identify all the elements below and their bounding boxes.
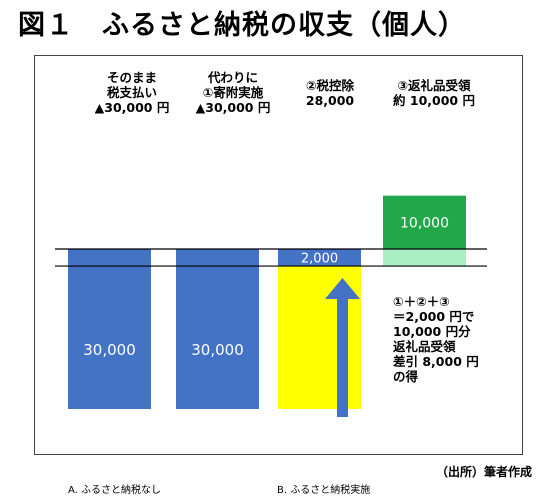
label-tax-paid-line-3: ▲30,000 円 bbox=[94, 100, 170, 115]
summary-note-line-6: の得 bbox=[393, 369, 419, 384]
label-gift: ③返礼品受領 約 10,000 円 bbox=[379, 78, 489, 108]
label-donation-line-2: ①寄附実施 bbox=[202, 85, 264, 100]
label-gift-line-2: 約 10,000 円 bbox=[393, 93, 475, 108]
bar-b-value-label: 30,000 bbox=[191, 341, 244, 359]
summary-note-line-3: 10,000 円分 bbox=[393, 324, 471, 339]
label-deduction-line-1: ②税控除 bbox=[305, 78, 355, 93]
summary-note-line-1: ①＋②＋③ bbox=[393, 294, 450, 309]
summary-note-line-4: 返礼品受領 bbox=[393, 339, 456, 354]
bar-a-tax bbox=[68, 249, 151, 409]
arrow-head bbox=[325, 278, 360, 299]
chart-svg: 30,000 30,000 2,000 10,000 bbox=[55, 195, 487, 417]
label-donation-line-3: ▲30,000 円 bbox=[195, 100, 271, 115]
bar-a-value-label: 30,000 bbox=[83, 341, 136, 359]
label-deduction: ②税控除 28,000 bbox=[275, 78, 385, 108]
page-title: 図１ ふるさと納税の収支（個人） bbox=[18, 10, 466, 41]
label-gift-line-1: ③返礼品受領 bbox=[397, 78, 471, 93]
label-donation: 代わりに ①寄附実施 ▲30,000 円 bbox=[178, 70, 288, 115]
bar-gift-value-label: 10,000 bbox=[400, 215, 449, 231]
label-deduction-line-2: 28,000 bbox=[305, 93, 355, 108]
bar-net-value-label: 2,000 bbox=[301, 252, 338, 267]
category-label-b: B. ふるさと納税実施 bbox=[277, 485, 371, 496]
category-label-a: A. ふるさと納税なし bbox=[68, 485, 162, 496]
summary-note-line-2: ＝2,000 円で bbox=[393, 309, 475, 324]
bar-b-donation bbox=[176, 249, 259, 409]
summary-note-line-5: 差引 8,000 円 bbox=[393, 354, 479, 369]
summary-note: ①＋②＋③ ＝2,000 円で 10,000 円分 返礼品受領 差引 8,000… bbox=[393, 294, 479, 384]
label-donation-line-1: 代わりに bbox=[207, 70, 258, 85]
arrow-shaft bbox=[337, 299, 348, 417]
label-tax-paid: そのまま 税支払い ▲30,000 円 bbox=[77, 70, 187, 115]
chart-panel: そのまま 税支払い ▲30,000 円 代わりに ①寄附実施 ▲30,000 円… bbox=[34, 55, 523, 496]
bar-net-cost bbox=[278, 249, 361, 267]
bar-gift-over-line bbox=[383, 249, 466, 267]
label-tax-paid-line-2: 税支払い bbox=[106, 85, 157, 100]
bar-gift bbox=[383, 195, 466, 249]
label-tax-paid-line-1: そのまま bbox=[106, 70, 157, 85]
source-note: （出所）筆者作成 bbox=[435, 465, 532, 479]
